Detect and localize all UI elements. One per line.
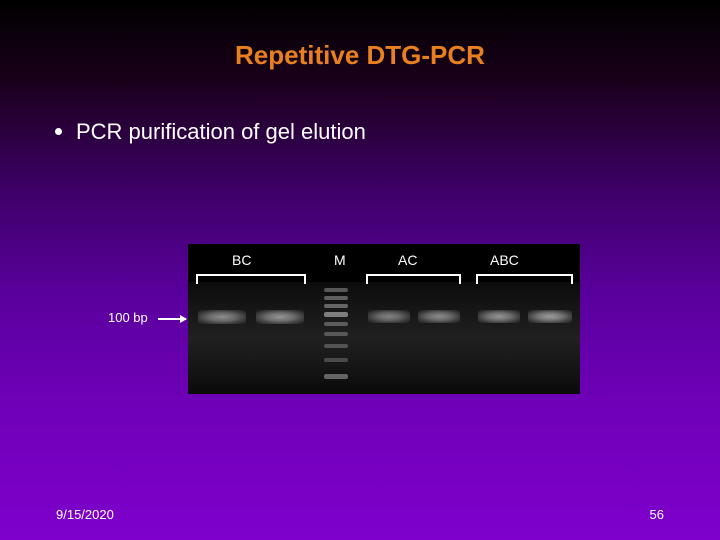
bracket-ac — [366, 274, 461, 284]
ladder-band — [324, 304, 348, 308]
bracket-abc — [476, 274, 573, 284]
gel-band — [256, 310, 304, 324]
lane-labels-row: BC M AC ABC — [188, 252, 580, 272]
gel-band — [418, 310, 460, 323]
lane-label-bc: BC — [232, 252, 251, 268]
lane-label-ac: AC — [398, 252, 417, 268]
bullet-text: PCR purification of gel elution — [76, 119, 366, 145]
ladder-band — [324, 288, 348, 292]
gel-band — [198, 310, 246, 324]
ladder-band — [324, 332, 348, 336]
bullet-dot-icon — [55, 128, 62, 135]
ladder-band — [324, 312, 348, 317]
ladder-band — [324, 344, 348, 348]
ladder-band — [324, 358, 348, 362]
gel-figure: BC M AC ABC — [188, 244, 580, 394]
lane-label-abc: ABC — [490, 252, 519, 268]
gel-band — [528, 310, 572, 323]
footer-page-number: 56 — [650, 507, 664, 522]
bracket-bc — [196, 274, 306, 284]
size-marker-label: 100 bp — [108, 310, 148, 325]
gel-band — [368, 310, 410, 323]
arrow-icon — [158, 318, 186, 320]
footer-date: 9/15/2020 — [56, 507, 114, 522]
lane-label-m: M — [334, 252, 346, 268]
gel-band — [478, 310, 520, 323]
bullet-item: PCR purification of gel elution — [0, 71, 720, 145]
gel-image — [188, 282, 580, 394]
ladder-band — [324, 322, 348, 326]
slide-title: Repetitive DTG-PCR — [0, 0, 720, 71]
ladder-band — [324, 374, 348, 379]
ladder-band — [324, 296, 348, 300]
